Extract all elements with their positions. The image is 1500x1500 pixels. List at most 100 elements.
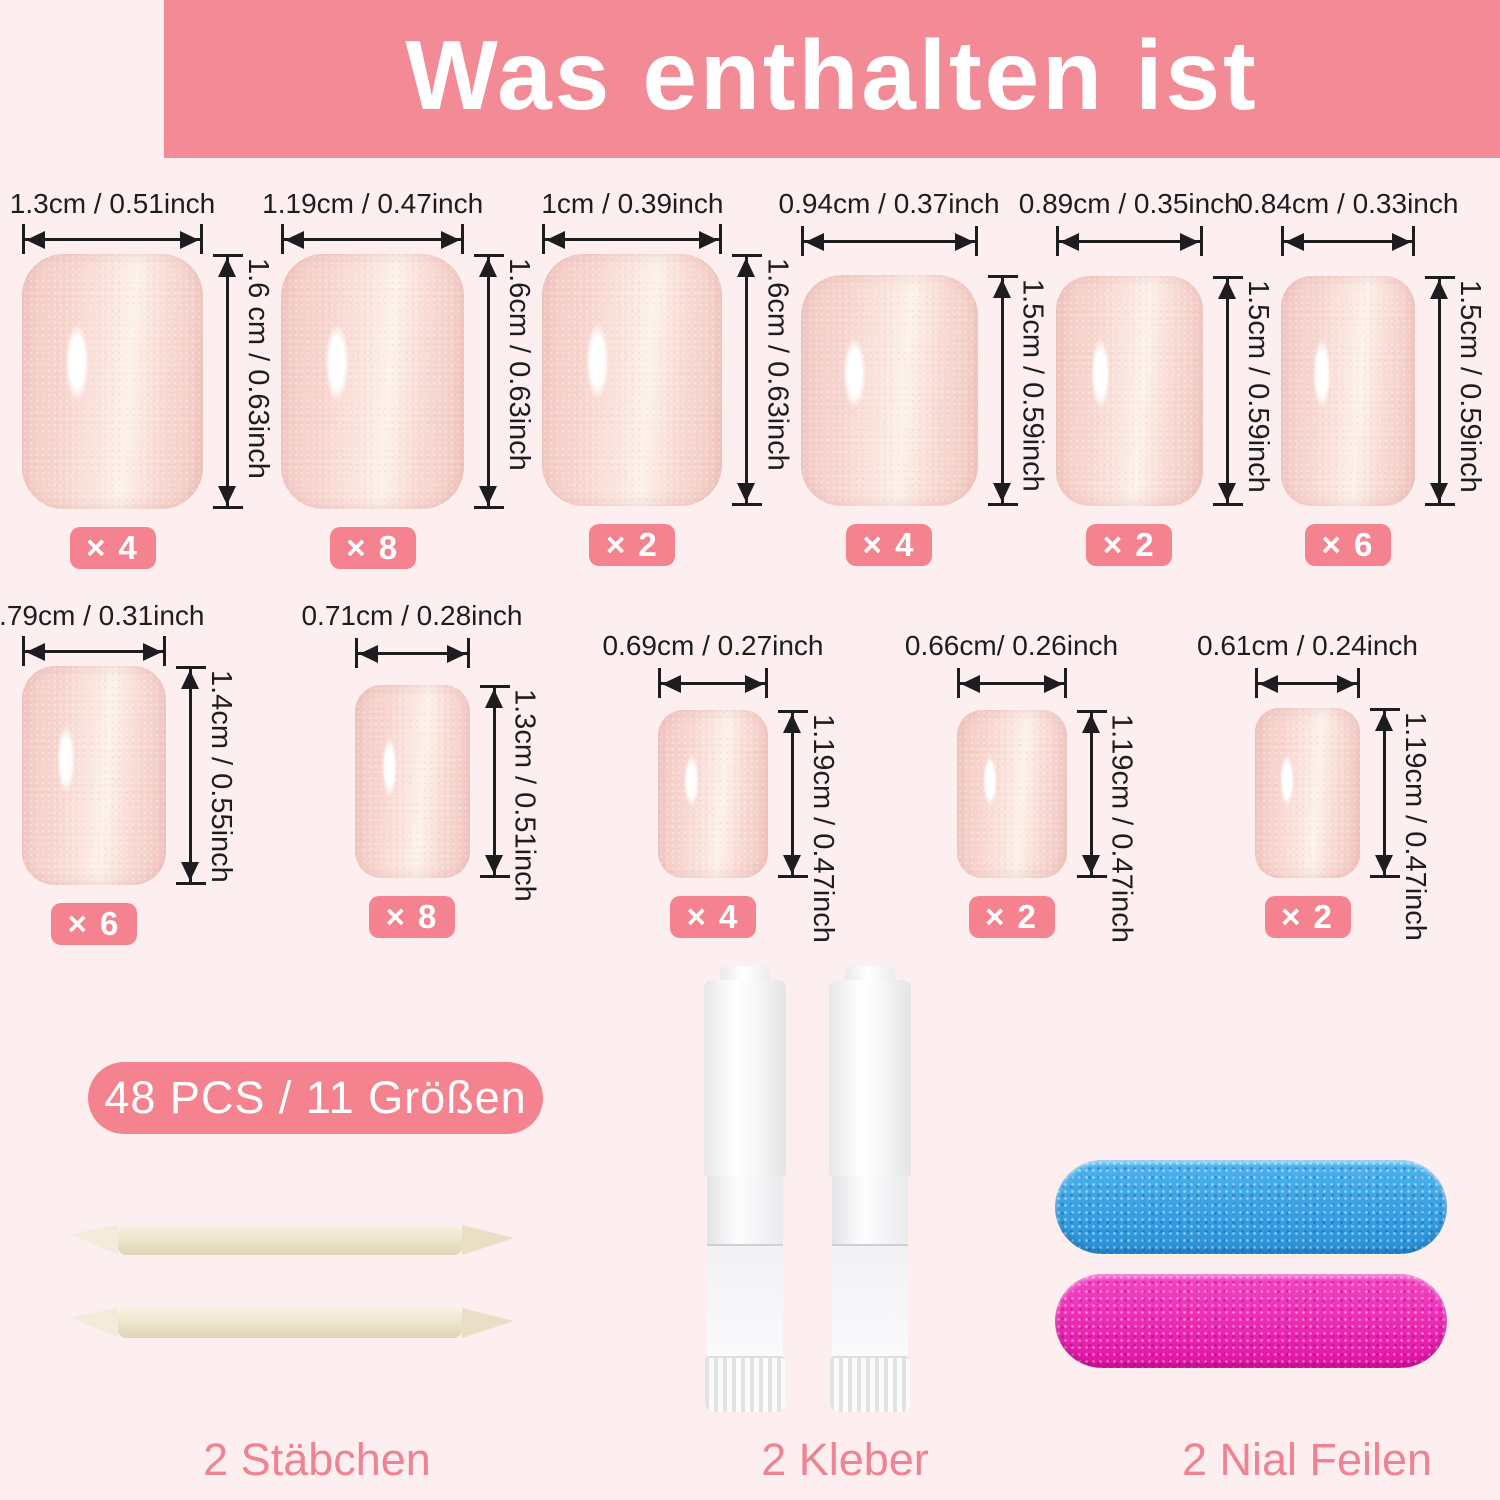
- glue-tube-tip: [845, 966, 895, 982]
- nail-width-label-box: 0.66cm/ 0.26inch: [905, 628, 1118, 666]
- height-dimension-arrow: [732, 254, 763, 506]
- nail-shine-highlight: [1091, 338, 1111, 410]
- width-dimension-arrow: [22, 224, 203, 254]
- nail-height-label: 1.19cm / 0.47inch: [807, 714, 839, 943]
- quantity-badge: × 4: [69, 527, 156, 569]
- nail-size-figure: 0.89cm / 0.35inch 1.5cm / 0.59inch × 2: [1019, 186, 1274, 566]
- nail-width-label-box: 0.79cm / 0.31inch: [0, 598, 205, 634]
- press-on-nail-image: [281, 254, 465, 509]
- press-on-nail-image: [956, 710, 1067, 878]
- nail-file-magenta: [1055, 1274, 1447, 1368]
- nail-shine-highlight: [1280, 753, 1294, 807]
- height-dimension-arrow: [479, 685, 510, 878]
- nail-height-label: 1.5cm / 0.59inch: [1453, 280, 1486, 493]
- width-dimension-arrow: [1280, 226, 1415, 256]
- press-on-nail-image: [1280, 276, 1415, 506]
- height-dimension-arrow: [778, 710, 808, 878]
- nail-width-label: 0.71cm / 0.28inch: [301, 600, 523, 631]
- nail-width-label: 0.61cm / 0.24inch: [1196, 630, 1419, 661]
- nail-area: 1.6cm / 0.63inch: [281, 254, 535, 509]
- nail-size-figure: 0.69cm / 0.27inch 1.19cm / 0.47inch × 4: [602, 628, 839, 943]
- nail-height-label: 1.5cm / 0.59inch: [1016, 279, 1049, 492]
- nail-width-label: 1.3cm / 0.51inch: [9, 188, 216, 219]
- nail-shine-highlight: [585, 322, 609, 401]
- nail-wrap: 1.6 cm / 0.63inch: [22, 254, 274, 509]
- nail-area: 1.6cm / 0.63inch: [542, 254, 793, 506]
- nail-height-label: 1.19cm / 0.47inch: [1105, 714, 1138, 943]
- glue-liquid: [832, 1244, 908, 1356]
- glue-tube-body: [707, 1176, 783, 1356]
- nail-height-label: 1.4cm / 0.55inch: [205, 670, 237, 883]
- width-dimension-arrow: [658, 668, 768, 698]
- nail-shine-highlight: [65, 322, 89, 402]
- height-dimension-arrow: [1370, 708, 1400, 878]
- nail-shine-highlight: [684, 755, 699, 808]
- nail-wrap: 1.4cm / 0.55inch: [22, 666, 237, 885]
- nail-width-label-box: 1.3cm / 0.51inch: [10, 186, 215, 222]
- nail-row-1: 1.3cm / 0.51inch 1.6 cm / 0.63inch × 4: [10, 186, 1486, 569]
- quantity-badge: × 2: [589, 524, 676, 566]
- nail-wrap: 1.5cm / 0.59inch: [800, 275, 1049, 506]
- glue-liquid: [707, 1244, 783, 1356]
- press-on-nail-image: [22, 254, 203, 509]
- width-dimension-arrow: [1255, 668, 1360, 698]
- piece-count-badge: 48 PCS / 11 Größen: [88, 1062, 543, 1134]
- nail-wrap: 1.5cm / 0.59inch: [1280, 276, 1486, 506]
- glue-tube: [703, 966, 787, 1414]
- nail-height-label: 1.5cm / 0.59inch: [1241, 280, 1274, 493]
- nail-shine-highlight: [1313, 338, 1331, 410]
- height-dimension-arrow: [1424, 276, 1455, 506]
- header-banner: Was enthalten ist: [164, 0, 1500, 158]
- quantity-badge: × 6: [51, 903, 137, 945]
- quantity-badge: × 4: [846, 524, 933, 566]
- nail-wrap: 1.3cm / 0.51inch: [354, 685, 541, 902]
- glue-tube-body: [832, 1176, 908, 1356]
- nail-area: 1.5cm / 0.59inch: [1055, 256, 1274, 506]
- press-on-nail-image: [542, 254, 723, 506]
- nail-size-figure: 0.61cm / 0.24inch 1.19cm / 0.47inch × 2: [1197, 628, 1431, 941]
- quantity-badge: × 2: [968, 896, 1055, 938]
- nail-size-figure: 0.94cm / 0.37inch 1.5cm / 0.59inch × 4: [779, 186, 1049, 566]
- width-dimension-arrow: [354, 638, 470, 668]
- nail-width-label: 0.84cm / 0.33inch: [1237, 188, 1459, 219]
- nail-width-label-box: 1.19cm / 0.47inch: [262, 186, 483, 222]
- wooden-stick: [70, 1225, 514, 1255]
- nail-size-figure: 0.79cm / 0.31inch 1.4cm / 0.55inch × 6: [0, 598, 237, 945]
- nail-size-figure: 0.84cm / 0.33inch 1.5cm / 0.59inch × 6: [1237, 186, 1486, 566]
- nail-file-blue: [1055, 1160, 1447, 1254]
- press-on-nail-image: [354, 685, 470, 878]
- nail-shine-highlight: [982, 755, 998, 808]
- quantity-badge: × 2: [1086, 524, 1173, 566]
- nail-area: 1.6 cm / 0.63inch: [22, 254, 274, 509]
- nail-width-label: 1.19cm / 0.47inch: [262, 188, 484, 219]
- width-dimension-arrow: [281, 224, 465, 254]
- nail-area: 1.3cm / 0.51inch: [354, 668, 541, 902]
- press-on-nail-image: [658, 710, 768, 878]
- sticks-label: 2 Stäbchen: [203, 1434, 431, 1485]
- glue-tube-cap: [829, 980, 911, 1176]
- quantity-badge: × 8: [369, 896, 455, 938]
- press-on-nail-image: [1055, 276, 1203, 506]
- nail-size-figure: 1.19cm / 0.47inch 1.6cm / 0.63inch × 8: [262, 186, 535, 569]
- nail-area: 1.4cm / 0.55inch: [22, 666, 237, 885]
- height-dimension-arrow: [1076, 710, 1107, 878]
- nail-width-label-box: 0.69cm / 0.27inch: [602, 628, 823, 666]
- height-dimension-arrow: [987, 275, 1018, 506]
- nail-shine-highlight: [843, 337, 867, 409]
- glue-tube: [828, 966, 912, 1414]
- nail-wrap: 1.6cm / 0.63inch: [542, 254, 793, 506]
- width-dimension-arrow: [22, 636, 166, 666]
- nail-area: 1.19cm / 0.47inch: [956, 698, 1138, 943]
- quantity-badge: × 6: [1304, 524, 1391, 566]
- width-dimension-arrow: [542, 224, 723, 254]
- page-title: Was enthalten ist: [405, 19, 1259, 130]
- nail-size-figure: 0.71cm / 0.28inch 1.3cm / 0.51inch × 8: [301, 598, 541, 938]
- nail-shine-highlight: [382, 737, 398, 797]
- nail-height-label: 1.6cm / 0.63inch: [761, 258, 794, 471]
- glue-label: 2 Kleber: [761, 1434, 929, 1485]
- width-dimension-arrow: [956, 668, 1067, 698]
- nail-width-label: 0.89cm / 0.35inch: [1018, 188, 1240, 219]
- nail-width-label-box: 0.84cm / 0.33inch: [1237, 186, 1458, 224]
- nail-row-2: 0.79cm / 0.31inch 1.4cm / 0.55inch × 6: [0, 598, 1431, 945]
- accessories-section: 48 PCS / 11 Größen 2 Stäbchen 2 Kleber 2…: [0, 938, 1500, 1500]
